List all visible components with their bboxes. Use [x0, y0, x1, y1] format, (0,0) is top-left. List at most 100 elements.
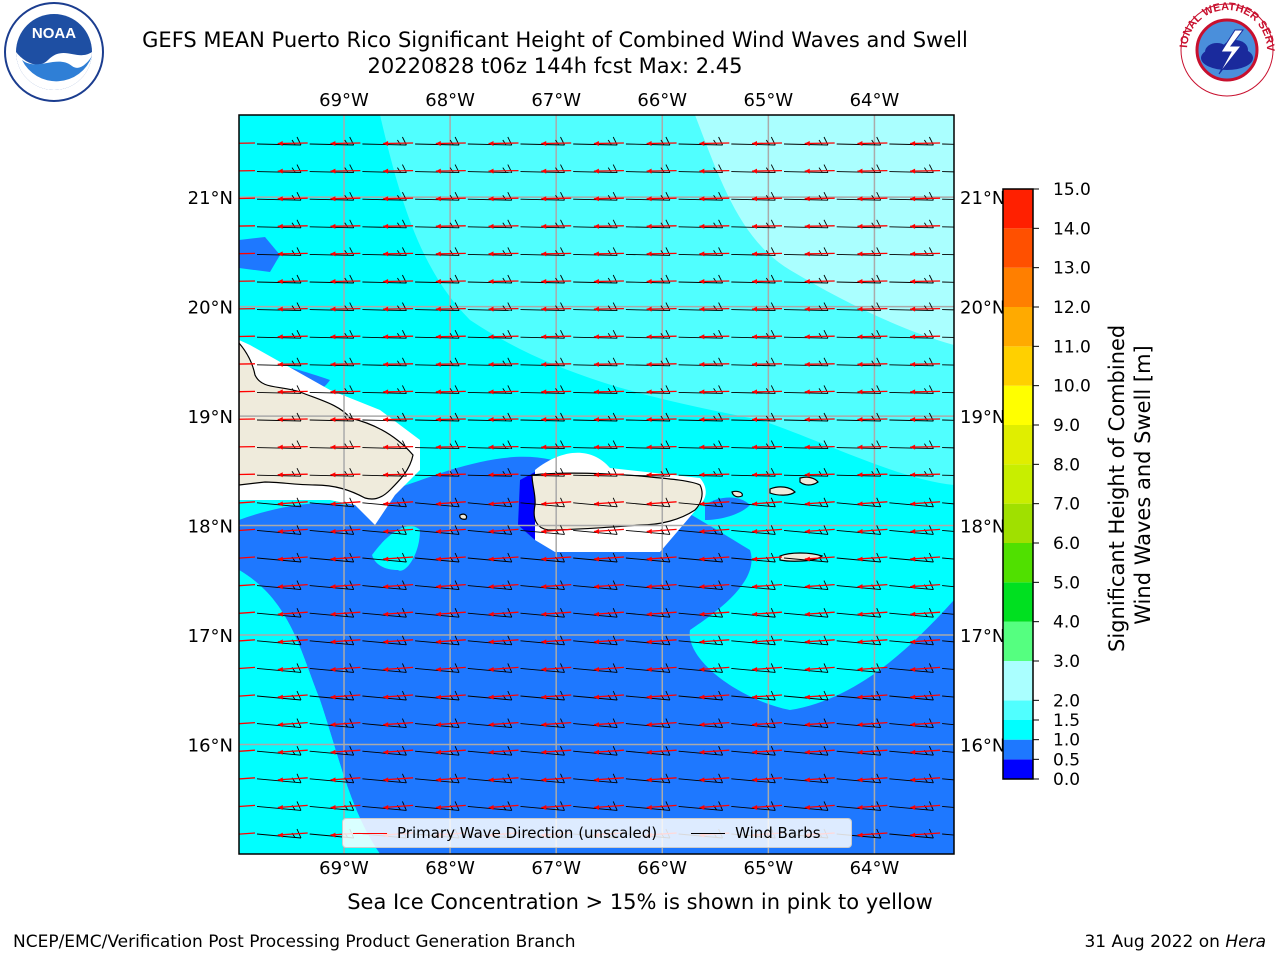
wave-arrowhead [699, 749, 705, 755]
wave-arrowhead [383, 501, 389, 507]
wave-arrowhead [910, 472, 916, 478]
wind-barb-staff [573, 281, 618, 284]
wave-arrowhead [225, 169, 230, 174]
wave-direction-arrow [239, 501, 256, 504]
wind-barb-staff [731, 612, 776, 618]
wave-direction-arrow [239, 252, 256, 255]
wind-barb-staff [520, 364, 565, 367]
wave-arrowhead [804, 444, 810, 450]
wind-barb-staff [625, 419, 670, 422]
wave-direction-arrow [239, 777, 256, 780]
wave-arrowhead [488, 722, 494, 728]
wave-arrowhead [804, 694, 810, 700]
wind-barb-staff [889, 667, 934, 673]
wave-arrowhead [330, 694, 336, 700]
wind-barb-staff [731, 640, 776, 646]
wind-barb-staff [309, 778, 354, 784]
wind-barb-staff [836, 309, 881, 312]
wave-arrowhead [857, 472, 863, 478]
wave-direction-arrow [239, 721, 256, 725]
wave-arrowhead [277, 444, 283, 450]
colorbar-tick-label: 1.5 [1053, 711, 1080, 731]
wind-barb-staff [889, 612, 934, 618]
wave-arrowhead [646, 722, 652, 728]
wind-barb-staff [625, 502, 670, 508]
wave-arrowhead [857, 584, 863, 590]
wave-arrowhead [910, 556, 916, 562]
wind-barb-staff [942, 640, 954, 643]
wave-arrowhead [593, 444, 599, 450]
wave-arrowhead [435, 472, 441, 478]
wave-arrowhead [541, 666, 547, 672]
wind-barb-staff [836, 447, 881, 450]
wave-arrowhead [752, 306, 758, 312]
wave-arrowhead [593, 694, 599, 700]
wind-barb-staff [415, 281, 460, 284]
wind-barb-staff [467, 474, 512, 477]
colorbar-tick-label: 12.0 [1053, 298, 1091, 318]
wind-barb-staff [889, 833, 934, 839]
wind-barb-staff [625, 281, 670, 284]
wind-barb-staff [625, 391, 670, 394]
wave-arrowhead [857, 666, 863, 672]
wave-arrowhead [225, 557, 230, 562]
lat-label-right: 20°N [960, 298, 1005, 319]
wave-arrowhead [541, 141, 547, 147]
wind-barb-staff [415, 805, 460, 811]
wave-arrowhead [541, 334, 547, 340]
wind-barb-staff [836, 336, 881, 339]
wind-barb-staff [467, 309, 512, 312]
wave-arrowhead [383, 472, 389, 478]
wave-arrowhead [277, 611, 283, 617]
wind-barb-staff [625, 226, 670, 229]
wind-barb-half-flag [977, 585, 980, 590]
wave-arrowhead [910, 141, 916, 147]
wave-arrowhead [646, 472, 652, 478]
wave-arrowhead [225, 141, 230, 146]
wind-barb-staff [625, 723, 670, 729]
land-hispaniola [239, 342, 414, 500]
lon-label-top: 64°W [850, 90, 900, 111]
wind-barb-staff [625, 640, 670, 646]
colorbar-swatch [1003, 346, 1033, 386]
lon-label-bottom: 64°W [850, 858, 900, 879]
wave-arrowhead [804, 472, 810, 478]
wave-arrowhead [383, 141, 389, 147]
wind-barb-staff [889, 778, 934, 784]
wind-barb-staff [678, 336, 723, 339]
wave-arrowhead [857, 501, 863, 507]
wave-direction-arrow [239, 528, 256, 532]
wave-arrowhead [225, 389, 230, 394]
wave-arrowhead [225, 224, 230, 229]
wind-barb-staff [467, 778, 512, 784]
wave-arrowhead [383, 251, 389, 257]
wind-barb-staff [889, 447, 934, 450]
wave-arrowhead [857, 777, 863, 783]
wind-barb-staff [678, 529, 723, 535]
wind-barb-staff [678, 364, 723, 367]
wave-arrowhead [857, 279, 863, 285]
colorbar-tick-label: 11.0 [1053, 337, 1091, 357]
wave-arrowhead [383, 639, 389, 645]
land-mona-island [459, 513, 468, 520]
wave-arrowhead [277, 584, 283, 590]
wave-arrowhead [857, 141, 863, 147]
wave-arrowhead [857, 694, 863, 700]
wind-barb-staff [836, 364, 881, 367]
wave-arrowhead [435, 639, 441, 645]
wind-barb-staff [520, 336, 565, 339]
colorbar: 0.00.51.01.52.0 3.0 4.0 5.0 6.0 7.0 8.0 9.0 10.0… [1002, 180, 1091, 790]
wind-barb-flag [982, 247, 986, 255]
wind-barb-staff [678, 281, 723, 284]
wave-arrowhead [910, 528, 916, 534]
wave-arrowhead [910, 832, 916, 838]
wind-barb-staff [309, 557, 354, 563]
wave-arrowhead [488, 141, 494, 147]
wave-arrowhead [488, 501, 494, 507]
wave-arrowhead [488, 334, 494, 340]
wind-barb-staff [783, 309, 829, 312]
wind-barb-staff [889, 391, 934, 394]
wind-barb-half-flag [977, 502, 980, 507]
wind-barb-staff [256, 667, 302, 673]
